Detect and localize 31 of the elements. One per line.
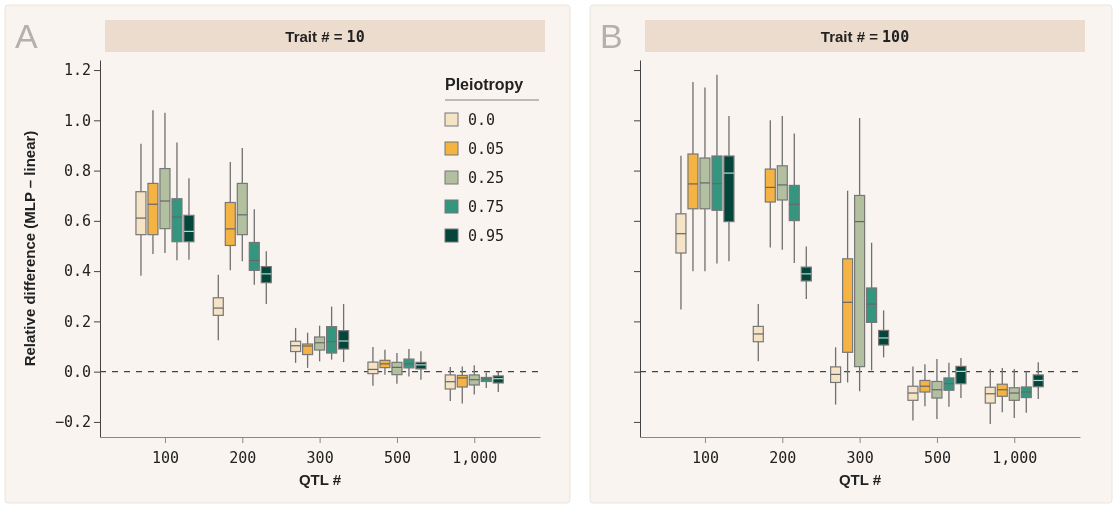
y-tick-label: 0.2: [63, 312, 91, 331]
x-tick-label: 300: [846, 448, 874, 467]
legend-label: 0.95: [468, 227, 505, 245]
y-tick-label: 1.2: [63, 61, 91, 80]
x-tick-label: 1,000: [452, 448, 498, 467]
x-tick-label: 100: [151, 448, 179, 467]
legend-title: Pleiotropy: [445, 76, 524, 93]
y-tick-label: 0.0: [63, 362, 91, 381]
legend-label: 0.75: [468, 198, 505, 216]
x-axis-title: QTL #: [838, 471, 882, 488]
y-tick-label: 0.6: [63, 212, 91, 231]
y-axis-title: Relative difference (MLP – linear): [21, 130, 38, 367]
text: B: [600, 17, 623, 55]
x-tick-label: 1,000: [992, 448, 1038, 467]
y-tick-label: 0.4: [63, 262, 91, 281]
x-tick-label: 100: [691, 448, 719, 467]
legend-label: 0.0: [468, 111, 496, 129]
x-tick-label: 300: [306, 448, 334, 467]
chart-title: Trait # = 100: [820, 28, 910, 46]
text: A: [15, 17, 38, 55]
legend-label: 0.05: [468, 140, 505, 158]
legend-label: 0.25: [468, 169, 505, 187]
x-axis-title: QTL #: [298, 471, 342, 488]
y-tick-label: 1.0: [63, 111, 91, 130]
y-tick-label: 0.8: [63, 161, 91, 180]
x-tick-label: 200: [769, 448, 797, 467]
chart-title: Trait # = 10: [285, 28, 365, 46]
x-tick-label: 500: [383, 448, 411, 467]
x-tick-label: 500: [923, 448, 951, 467]
x-tick-label: 200: [229, 448, 257, 467]
y-tick-label: −0.2: [54, 413, 91, 432]
